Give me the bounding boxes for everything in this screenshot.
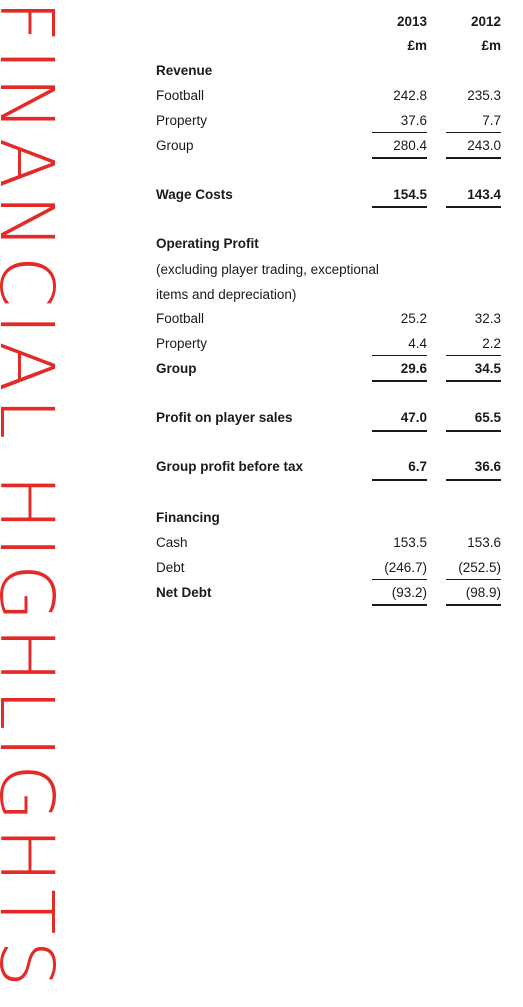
debt-label: Debt xyxy=(156,560,185,575)
revenue-group-2013: 280.4 xyxy=(393,138,427,153)
rule xyxy=(372,355,427,356)
op-property-2013: 4.4 xyxy=(408,336,427,351)
player-sales-label: Profit on player sales xyxy=(156,410,293,425)
unit-2013-header: £m xyxy=(407,38,427,53)
revenue-football-2012: 235.3 xyxy=(467,88,501,103)
rule xyxy=(446,355,501,356)
year-2012-header: 2012 xyxy=(470,14,501,29)
net-debt-2013: (93.2) xyxy=(391,585,427,600)
revenue-property-2012: 7.7 xyxy=(482,113,501,128)
op-group-2012: 34.5 xyxy=(474,361,501,376)
op-property-label: Property xyxy=(156,336,208,351)
year-2013-header: 2013 xyxy=(396,14,427,29)
revenue-group-2012: 243.0 xyxy=(467,138,501,153)
group-profit-2012: 36.6 xyxy=(474,459,501,474)
op-property-2012: 2.2 xyxy=(482,336,501,351)
op-football-label: Football xyxy=(156,311,205,326)
cash-2013: 153.5 xyxy=(393,535,427,550)
operating-profit-heading: Operating Profit xyxy=(156,236,259,251)
rule xyxy=(446,206,501,208)
revenue-football-label: Football xyxy=(156,88,205,103)
rule xyxy=(446,479,501,481)
op-football-2013: 25.2 xyxy=(400,311,427,326)
rule xyxy=(372,479,427,481)
rule xyxy=(372,206,427,208)
op-group-label: Group xyxy=(156,361,197,376)
revenue-property-2013: 37.6 xyxy=(400,113,427,128)
rule xyxy=(372,132,427,133)
side-title: FINANCIAL HIGHLIGHTS xyxy=(0,0,69,994)
debt-2012: (252.5) xyxy=(458,560,501,575)
net-debt-label: Net Debt xyxy=(156,585,212,600)
debt-2013: (246.7) xyxy=(384,560,427,575)
rule xyxy=(372,430,427,432)
rule xyxy=(446,430,501,432)
rule xyxy=(446,579,501,580)
rule xyxy=(446,157,501,159)
cash-label: Cash xyxy=(156,535,188,550)
net-debt-2012: (98.9) xyxy=(465,585,501,600)
op-group-2013: 29.6 xyxy=(400,361,427,376)
rule xyxy=(446,132,501,133)
financing-heading: Financing xyxy=(156,510,220,525)
group-profit-2013: 6.7 xyxy=(408,459,427,474)
wage-costs-label: Wage Costs xyxy=(156,187,233,202)
revenue-property-label: Property xyxy=(156,113,208,128)
player-sales-2013: 47.0 xyxy=(400,410,427,425)
rule xyxy=(372,157,427,159)
unit-2012-header: £m xyxy=(481,38,501,53)
group-profit-label: Group profit before tax xyxy=(156,459,304,474)
rule xyxy=(372,380,427,382)
wage-costs-2012: 143.4 xyxy=(467,187,501,202)
revenue-group-label: Group xyxy=(156,138,194,153)
rule xyxy=(446,604,501,606)
operating-profit-note-1: (excluding player trading, exceptional xyxy=(156,262,379,277)
operating-profit-note-2: items and depreciation) xyxy=(156,287,297,302)
revenue-football-2013: 242.8 xyxy=(393,88,427,103)
rule xyxy=(372,604,427,606)
op-football-2012: 32.3 xyxy=(474,311,501,326)
revenue-heading: Revenue xyxy=(156,63,213,78)
player-sales-2012: 65.5 xyxy=(474,410,501,425)
rule xyxy=(372,579,427,580)
cash-2012: 153.6 xyxy=(467,535,501,550)
rule xyxy=(446,380,501,382)
wage-costs-2013: 154.5 xyxy=(393,187,427,202)
